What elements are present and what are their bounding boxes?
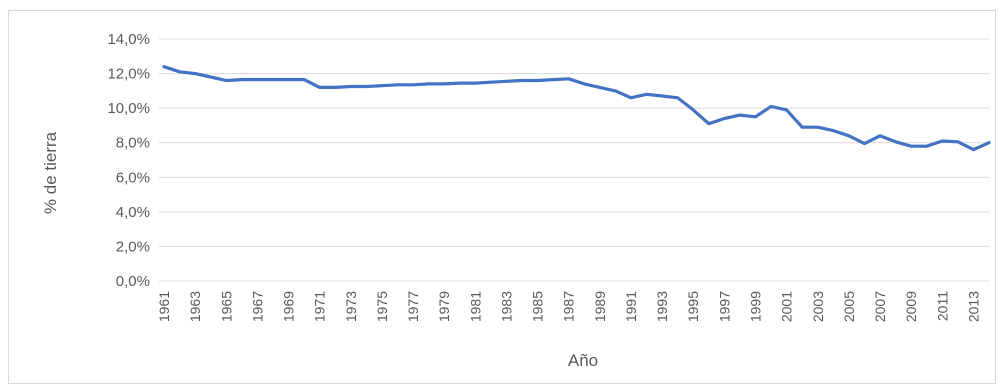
y-tick-label: 0,0%	[116, 273, 150, 290]
x-tick-label: 1983	[498, 291, 514, 322]
x-tick-label: 1969	[281, 291, 297, 322]
x-tick-label: 2013	[965, 291, 981, 322]
x-tick-label: 2011	[934, 291, 950, 321]
x-tick-label: 1967	[249, 291, 265, 322]
chart-frame: 0,0% 2,0% 4,0% 6,0% 8,0% 10,0% 12,0% 14,0% 1961…	[8, 10, 996, 384]
x-tick-label: 2001	[779, 291, 795, 322]
x-tick-label: 1961	[156, 291, 172, 322]
y-tick-label: 4,0%	[116, 204, 150, 221]
x-tick-label: 1987	[561, 291, 577, 322]
x-tick-label: 1979	[436, 291, 452, 322]
x-tick-label: 2009	[903, 291, 919, 322]
y-tick-label: 14,0%	[107, 31, 150, 48]
x-tick-label: 1973	[343, 291, 359, 322]
line-chart: 0,0% 2,0% 4,0% 6,0% 8,0% 10,0% 12,0% 14,0% 1961…	[41, 31, 991, 370]
x-tick-label: 1997	[716, 291, 732, 322]
y-axis-title: % de tierra	[41, 131, 60, 214]
x-tick-label: 1999	[748, 291, 764, 322]
x-tick-label: 1991	[623, 291, 639, 322]
gridlines	[159, 38, 989, 282]
x-tick-label: 2005	[841, 291, 857, 322]
y-tick-label: 12,0%	[107, 66, 150, 83]
x-tick-labels: 1961 1963 1965 1967 1969 1971 1973 1975 1977 1979…	[156, 291, 981, 322]
x-tick-label: 1977	[405, 291, 421, 322]
x-axis-title: Año	[568, 351, 598, 370]
series-line	[162, 65, 991, 152]
y-tick-label: 2,0%	[116, 238, 150, 255]
x-tick-label: 1995	[685, 291, 701, 322]
x-tick-label: 1989	[592, 291, 608, 322]
x-tick-label: 1963	[187, 291, 203, 322]
x-tick-label: 1981	[467, 291, 483, 322]
x-tick-label: 2003	[810, 291, 826, 322]
x-tick-label: 2007	[872, 291, 888, 322]
x-tick-label: 1965	[218, 291, 234, 322]
y-tick-labels: 0,0% 2,0% 4,0% 6,0% 8,0% 10,0% 12,0% 14,0%	[107, 31, 150, 290]
y-tick-label: 8,0%	[116, 135, 150, 152]
y-tick-label: 6,0%	[116, 169, 150, 186]
x-tick-label: 1993	[654, 291, 670, 322]
series-layer	[162, 65, 991, 152]
x-tick-label: 1975	[374, 291, 390, 322]
x-tick-label: 1971	[312, 291, 328, 322]
x-tick-label: 1985	[530, 291, 546, 322]
y-tick-label: 10,0%	[107, 100, 150, 117]
